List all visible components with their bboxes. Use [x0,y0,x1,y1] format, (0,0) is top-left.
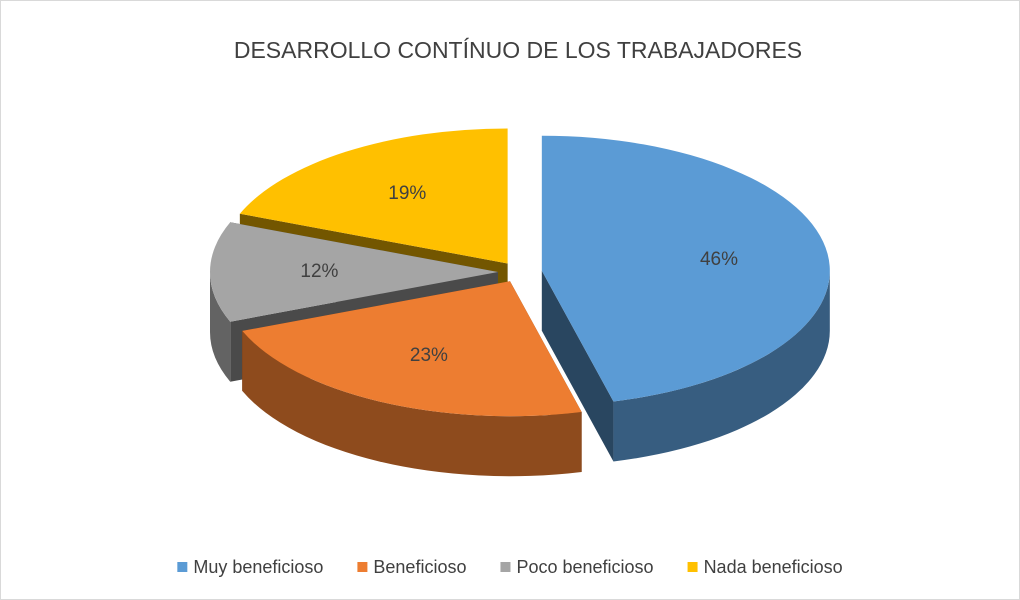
legend-label: Beneficioso [373,557,466,577]
data-label: 12% [300,261,338,282]
chart-title: DESARROLLO CONTÍNUO DE LOS TRABAJADORES [234,37,802,63]
legend-label: Nada beneficioso [704,557,843,577]
slice [239,128,508,264]
data-label: 46% [700,249,738,270]
pie: 46% 23% 12% 19% [210,128,830,477]
legend-marker [357,562,368,572]
legend-marker [500,562,511,572]
data-label: 19% [388,183,426,204]
legend-label: Muy beneficioso [193,557,323,577]
slice-side [210,272,231,382]
legend-marker [687,562,698,572]
data-label: 23% [410,345,448,366]
slice-side [242,330,582,477]
legend: Muy beneficioso Beneficioso Poco beneficio… [177,557,843,577]
slice [541,135,830,402]
slice [210,222,498,322]
slice-cut-face [541,270,614,462]
slice [242,281,582,417]
slice-side [613,270,830,462]
legend-label: Poco beneficioso [516,557,653,577]
legend-marker [177,562,188,572]
